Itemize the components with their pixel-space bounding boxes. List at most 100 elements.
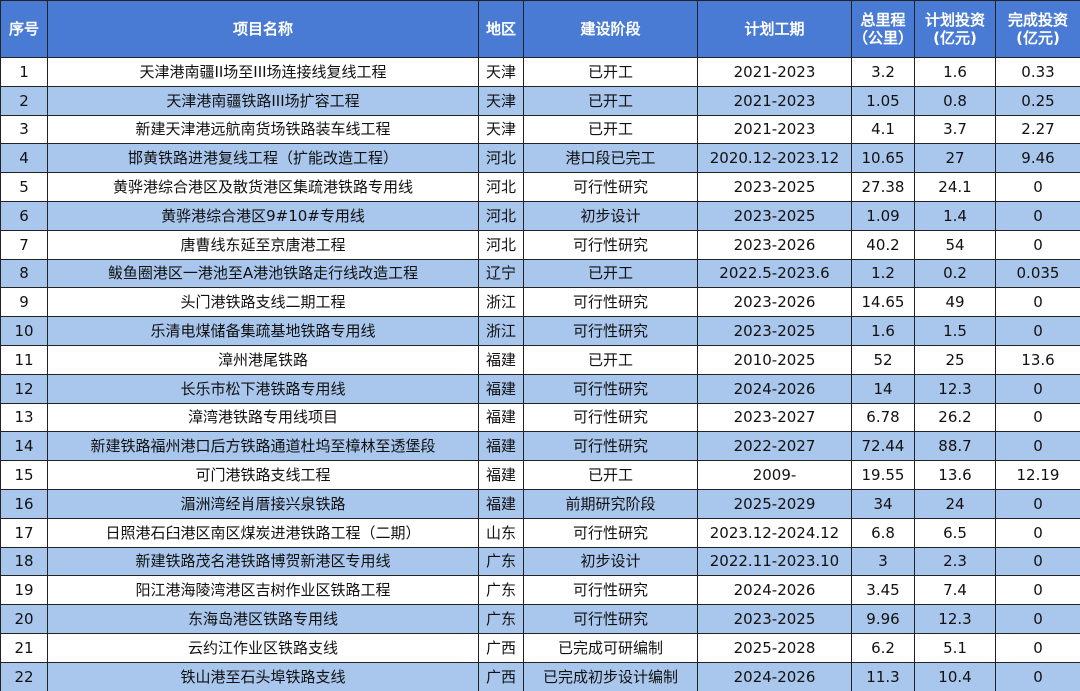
header-text: 序号: [8, 20, 39, 38]
completed-investment: 0: [995, 229, 1080, 260]
table-header: 序号 项目名称 地区 建设阶段 计划工期 总里程 （公里） 计划投资 (亿元) 完成投资 (亿元): [0, 0, 1080, 58]
stage: 可行性研究: [523, 517, 698, 548]
region: 河北: [478, 229, 524, 260]
mileage: 40.2: [851, 229, 915, 260]
completed-investment: 0: [995, 546, 1080, 577]
planned-investment: 5.1: [914, 632, 996, 663]
header-cell: 计划工期: [697, 0, 852, 58]
period: 2022.5-2023.6: [697, 258, 852, 289]
completed-investment: 0: [995, 431, 1080, 462]
planned-investment: 3.7: [914, 114, 996, 145]
planned-investment: 0.2: [914, 258, 996, 289]
mileage: 1.05: [851, 85, 915, 116]
region: 浙江: [478, 316, 524, 346]
region: 辽宁: [478, 258, 524, 289]
mileage: 14.65: [851, 287, 915, 318]
header-text: 计划工期: [744, 20, 805, 38]
mileage: 6.78: [851, 402, 915, 433]
project-name: 可门港铁路支线工程: [47, 460, 479, 490]
planned-investment: 24: [914, 488, 996, 519]
mileage: 1.6: [851, 316, 915, 346]
period: 2025-2028: [697, 632, 852, 663]
stage: 已开工: [523, 57, 698, 87]
stage: 已开工: [523, 460, 698, 490]
period: 2022-2027: [697, 431, 852, 462]
table-row: 18 新建铁路茂名港铁路博贺新港区专用线 广东 初步设计 2022.11-2023.10…: [0, 546, 1080, 577]
mileage: 27.38: [851, 172, 915, 202]
region: 天津: [478, 114, 524, 145]
mileage: 11.3: [851, 661, 915, 691]
period: 2023-2026: [697, 229, 852, 260]
header-text: 计划投资: [924, 11, 985, 29]
project-name: 日照港石臼港区南区煤炭进港铁路工程（二期）: [47, 517, 479, 548]
project-name: 鲅鱼圈港区一港池至A港池铁路走行线改造工程: [47, 258, 479, 289]
project-name: 长乐市松下港铁路专用线: [47, 373, 479, 404]
table-row: 8 鲅鱼圈港区一港池至A港池铁路走行线改造工程 辽宁 已开工 2022.5-2023.6…: [0, 258, 1080, 289]
project-name: 头门港铁路支线二期工程: [47, 287, 479, 318]
completed-investment: 0: [995, 172, 1080, 202]
stage: 可行性研究: [523, 373, 698, 404]
table-row: 3 新建天津港远航南货场铁路装车线工程 天津 已开工 2021-2023 4.1 3.7 2.…: [0, 114, 1080, 145]
table-row: 14 新建铁路福州港口后方铁路通道杜坞至樟林至透堡段 福建 可行性研究 2022-202…: [0, 431, 1080, 462]
table-row: 2 天津港南疆铁路III场扩容工程 天津 已开工 2021-2023 1.05 0.8 0.2…: [0, 85, 1080, 116]
table-row: 22 铁山港至石头埠铁路支线 广西 已完成初步设计编制 2024-2026 11.3 10.…: [0, 661, 1080, 691]
row-number: 19: [0, 575, 48, 606]
project-name: 天津港南疆铁路III场扩容工程: [47, 85, 479, 116]
region: 天津: [478, 85, 524, 116]
completed-investment: 0: [995, 402, 1080, 433]
planned-investment: 12.3: [914, 604, 996, 634]
stage: 可行性研究: [523, 431, 698, 462]
period: 2023-2025: [697, 316, 852, 346]
completed-investment: 0: [995, 287, 1080, 318]
row-number: 4: [0, 143, 48, 174]
table-row: 13 漳湾港铁路专用线项目 福建 可行性研究 2023-2027 6.78 26.2 0: [0, 402, 1080, 433]
header-text: 建设阶段: [580, 20, 641, 38]
completed-investment: 0: [995, 200, 1080, 231]
planned-investment: 13.6: [914, 460, 996, 490]
region: 广东: [478, 604, 524, 634]
row-number: 13: [0, 402, 48, 433]
mileage: 72.44: [851, 431, 915, 462]
period: 2024-2026: [697, 575, 852, 606]
row-number: 22: [0, 661, 48, 691]
stage: 初步设计: [523, 546, 698, 577]
completed-investment: 0.33: [995, 57, 1080, 87]
completed-investment: 0: [995, 661, 1080, 691]
period: 2010-2025: [697, 344, 852, 375]
table-row: 12 长乐市松下港铁路专用线 福建 可行性研究 2024-2026 14 12.3 0: [0, 373, 1080, 404]
region: 广西: [478, 661, 524, 691]
period: 2023-2026: [697, 287, 852, 318]
planned-investment: 27: [914, 143, 996, 174]
project-name: 唐曹线东延至京唐港工程: [47, 229, 479, 260]
table-row: 16 湄洲湾经肖厝接兴泉铁路 福建 前期研究阶段 2025-2029 34 24 0: [0, 488, 1080, 519]
region: 福建: [478, 460, 524, 490]
table-row: 4 邯黄铁路进港复线工程（扩能改造工程） 河北 港口段已完工 2020.12-2023.…: [0, 143, 1080, 174]
stage: 可行性研究: [523, 575, 698, 606]
period: 2021-2023: [697, 85, 852, 116]
completed-investment: 12.19: [995, 460, 1080, 490]
mileage: 3.45: [851, 575, 915, 606]
completed-investment: 0: [995, 488, 1080, 519]
stage: 港口段已完工: [523, 143, 698, 174]
row-number: 16: [0, 488, 48, 519]
planned-investment: 49: [914, 287, 996, 318]
completed-investment: 0: [995, 517, 1080, 548]
stage: 可行性研究: [523, 287, 698, 318]
mileage: 4.1: [851, 114, 915, 145]
row-number: 3: [0, 114, 48, 145]
row-number: 1: [0, 57, 48, 87]
project-name: 铁山港至石头埠铁路支线: [47, 661, 479, 691]
completed-investment: 9.46: [995, 143, 1080, 174]
row-number: 9: [0, 287, 48, 318]
planned-investment: 88.7: [914, 431, 996, 462]
header-cell: 地区: [478, 0, 524, 58]
region: 河北: [478, 172, 524, 202]
mileage: 3.2: [851, 57, 915, 87]
row-number: 11: [0, 344, 48, 375]
header-cell: 序号: [0, 0, 48, 58]
stage: 已开工: [523, 85, 698, 116]
row-number: 12: [0, 373, 48, 404]
header-text: (亿元): [933, 29, 977, 47]
header-text: (亿元): [1016, 29, 1060, 47]
region: 浙江: [478, 287, 524, 318]
